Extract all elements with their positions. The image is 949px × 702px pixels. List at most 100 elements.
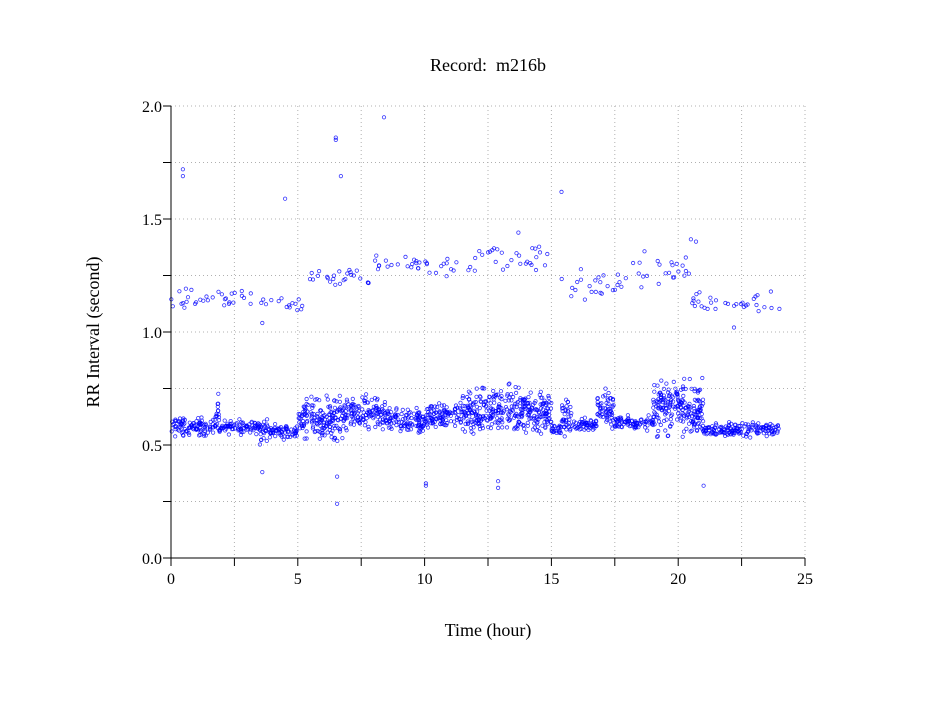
data-point — [463, 413, 469, 418]
data-point — [655, 399, 660, 405]
data-point — [445, 256, 450, 261]
data-point — [405, 407, 410, 412]
data-point — [605, 414, 610, 419]
data-point — [691, 411, 696, 416]
data-point — [734, 301, 739, 307]
data-point — [503, 398, 508, 403]
data-point — [183, 428, 188, 434]
data-point — [460, 395, 465, 401]
data-point — [304, 396, 309, 402]
data-point — [503, 404, 509, 410]
data-point — [544, 408, 549, 414]
data-point — [525, 423, 530, 428]
data-point — [746, 428, 751, 434]
data-point — [564, 404, 569, 409]
data-point — [423, 483, 428, 488]
data-point — [526, 394, 531, 400]
data-point — [404, 427, 410, 432]
data-point — [605, 283, 610, 289]
data-point — [384, 421, 389, 426]
data-point — [244, 425, 249, 430]
data-point — [666, 387, 671, 392]
data-point — [345, 271, 350, 276]
data-point — [332, 398, 337, 403]
data-point — [173, 434, 178, 439]
data-point — [665, 390, 671, 395]
data-point — [414, 258, 419, 264]
data-point — [197, 422, 202, 427]
data-point — [506, 382, 511, 387]
data-point — [424, 412, 429, 418]
data-point — [194, 426, 199, 431]
data-point — [337, 427, 342, 432]
data-point — [611, 403, 616, 408]
data-point — [427, 270, 432, 275]
data-point — [559, 276, 564, 282]
data-point — [753, 423, 758, 428]
data-point — [673, 404, 678, 409]
data-point — [708, 300, 714, 305]
y-tick-label: 1.0 — [142, 325, 162, 342]
data-point — [177, 419, 182, 424]
data-point — [476, 417, 481, 423]
data-point — [420, 424, 425, 429]
data-point — [504, 425, 510, 430]
data-point — [403, 254, 408, 259]
chart-title: Record: m216b — [430, 55, 546, 75]
data-point — [240, 421, 245, 426]
data-point — [609, 410, 615, 416]
data-point — [561, 417, 566, 422]
data-point — [424, 261, 429, 267]
data-point — [656, 281, 661, 286]
data-point — [466, 421, 471, 426]
data-point — [372, 258, 378, 263]
data-point — [367, 414, 372, 419]
data-point — [568, 404, 573, 410]
data-point — [362, 398, 367, 403]
data-point — [462, 429, 468, 434]
data-point — [261, 429, 266, 435]
data-point — [302, 436, 307, 441]
data-point — [655, 258, 660, 264]
data-point — [726, 424, 732, 429]
data-point — [506, 412, 511, 417]
data-point — [753, 294, 758, 299]
data-point — [509, 404, 514, 409]
data-point — [231, 300, 236, 305]
data-point — [498, 389, 504, 394]
data-point — [690, 300, 695, 306]
data-point — [335, 438, 340, 443]
data-point — [626, 416, 631, 421]
data-point — [573, 287, 578, 293]
data-point — [420, 414, 425, 419]
data-point — [478, 395, 483, 400]
data-point — [619, 420, 624, 425]
data-point — [258, 432, 263, 437]
data-point — [595, 402, 600, 407]
data-point — [452, 410, 457, 415]
data-point — [630, 421, 636, 427]
data-point — [254, 431, 259, 437]
data-point — [658, 422, 663, 427]
axes: 0 5 10 15 20 25 0.0 0.5 1.0 1.5 2.0 — [142, 99, 813, 588]
data-point — [540, 403, 545, 408]
data-point — [706, 425, 712, 431]
data-point — [308, 410, 313, 415]
data-point — [184, 299, 189, 304]
data-point — [439, 263, 444, 269]
data-point — [394, 422, 399, 428]
data-point — [551, 423, 557, 428]
data-point — [602, 393, 608, 398]
data-point — [195, 424, 200, 429]
data-point — [654, 415, 660, 420]
data-point — [663, 271, 668, 276]
data-point — [463, 421, 468, 427]
data-point — [385, 264, 390, 269]
data-point — [265, 424, 270, 429]
data-point — [495, 485, 501, 490]
data-point — [425, 425, 431, 430]
data-point — [216, 412, 221, 417]
data-point — [294, 433, 299, 438]
data-point — [269, 297, 274, 303]
data-point — [237, 417, 242, 422]
